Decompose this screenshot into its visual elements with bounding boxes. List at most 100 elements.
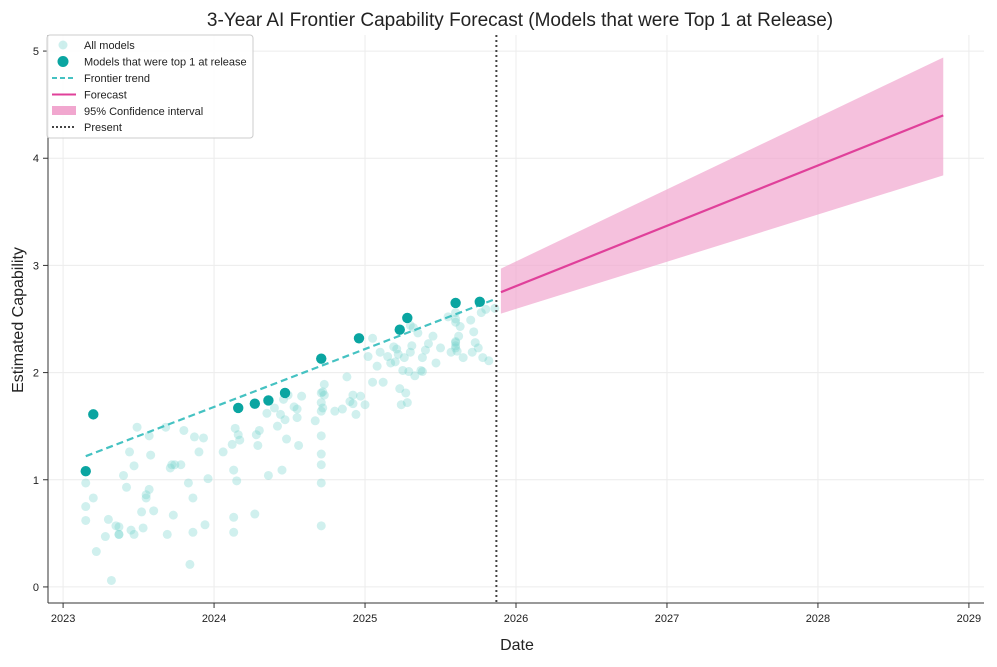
all-model-point: [345, 397, 355, 407]
x-tick-label: 2024: [202, 613, 226, 625]
top-model-point: [80, 465, 91, 477]
x-tick-label: 2028: [806, 613, 830, 625]
all-model-point: [368, 377, 378, 387]
all-model-point: [250, 509, 260, 519]
top-model-point: [279, 387, 291, 399]
all-model-point: [277, 465, 287, 475]
y-tick-label: 1: [33, 475, 39, 487]
all-model-point: [399, 353, 409, 363]
y-tick-label: 0: [33, 582, 39, 594]
all-model-point: [466, 315, 476, 325]
all-model-point: [106, 575, 116, 585]
legend-label-present: Present: [84, 122, 122, 134]
all-model-point: [393, 349, 403, 359]
all-model-point: [337, 404, 347, 414]
all-model-point: [126, 525, 136, 535]
all-model-point: [200, 520, 210, 530]
top-model-point: [353, 333, 365, 344]
legend-label-all-models: All models: [84, 40, 135, 52]
all-model-point: [330, 406, 340, 416]
all-model-point: [481, 304, 491, 314]
top-model-point: [474, 296, 485, 308]
all-model-point: [294, 440, 304, 450]
all-model-point: [396, 400, 406, 410]
all-model-point: [428, 331, 438, 341]
all-model-point: [478, 353, 488, 363]
chart-title: 3-Year AI Frontier Capability Forecast (…: [207, 10, 833, 31]
all-model-point: [137, 507, 147, 517]
all-model-point: [436, 343, 446, 353]
all-model-point: [316, 449, 326, 459]
legend: All models Models that were top 1 at rel…: [46, 34, 254, 139]
all-model-point: [176, 460, 186, 470]
all-model-point: [233, 430, 243, 440]
all-model-point: [404, 367, 414, 377]
all-model-point: [170, 460, 180, 470]
y-axis-label: Estimated Capability: [10, 247, 27, 393]
all-model-point: [417, 367, 427, 377]
legend-swatch-all-models: [58, 40, 68, 50]
all-model-point: [490, 303, 500, 313]
all-model-point: [372, 361, 382, 371]
all-model-point: [476, 308, 486, 318]
all-model-point: [114, 522, 124, 532]
all-model-point: [452, 346, 462, 356]
all-model-point: [188, 527, 198, 537]
all-model-point: [392, 344, 402, 354]
x-tick-label: 2027: [655, 613, 679, 625]
frontier-trend: [85, 297, 497, 458]
all-model-point: [230, 423, 240, 433]
legend-label-top-models: Models that were top 1 at release: [84, 57, 247, 69]
all-model-point: [395, 384, 405, 394]
y-ticks: 0 1 2 3 4 5: [33, 46, 48, 594]
x-axis-label: Date: [500, 637, 534, 654]
frontier-trend-line: [85, 297, 497, 458]
y-tick-label: 2: [33, 368, 39, 380]
all-model-point: [401, 388, 411, 398]
all-model-point: [375, 347, 385, 357]
all-model-point: [318, 403, 328, 413]
all-model-point: [129, 461, 139, 471]
all-model-point: [407, 341, 417, 351]
all-model-point: [262, 408, 272, 418]
all-model-point: [188, 493, 198, 503]
all-model-point: [103, 514, 113, 524]
x-tick-label: 2029: [957, 613, 981, 625]
all-model-point: [319, 390, 329, 400]
all-model-point: [269, 403, 279, 413]
all-model-point: [183, 478, 193, 488]
confidence-band: [500, 57, 944, 314]
all-model-point: [167, 460, 177, 470]
all-model-point: [316, 521, 326, 531]
confidence-interval-area: [500, 57, 944, 314]
all-model-point: [272, 421, 282, 431]
all-model-point: [386, 358, 396, 368]
all-model-point: [289, 402, 299, 412]
x-tick-label: 2026: [504, 613, 528, 625]
legend-frame: [46, 34, 254, 139]
all-model-point: [146, 450, 156, 460]
all-model-point: [360, 400, 370, 410]
all-model-point: [316, 388, 326, 398]
all-model-point: [100, 532, 110, 542]
all-model-point: [141, 493, 151, 503]
all-model-point: [458, 353, 468, 363]
all-model-point: [378, 377, 388, 387]
all-model-point: [189, 432, 199, 442]
all-model-point: [383, 352, 393, 362]
all-model-point: [454, 331, 464, 341]
y-tick-label: 4: [33, 153, 39, 165]
all-model-point: [282, 434, 292, 444]
all-model-point: [318, 387, 328, 397]
legend-label-confidence-interval: 95% Confidence interval: [84, 106, 203, 118]
legend-swatch-top-models: [57, 56, 69, 67]
all-model-point: [451, 343, 461, 353]
legend-label-frontier-trend: Frontier trend: [84, 73, 150, 85]
all-model-point: [280, 415, 290, 425]
all-model-point: [389, 342, 399, 352]
top-model-point: [316, 353, 327, 364]
all-model-point: [125, 447, 135, 457]
all-model-point: [203, 474, 213, 484]
all-model-point: [351, 409, 361, 419]
